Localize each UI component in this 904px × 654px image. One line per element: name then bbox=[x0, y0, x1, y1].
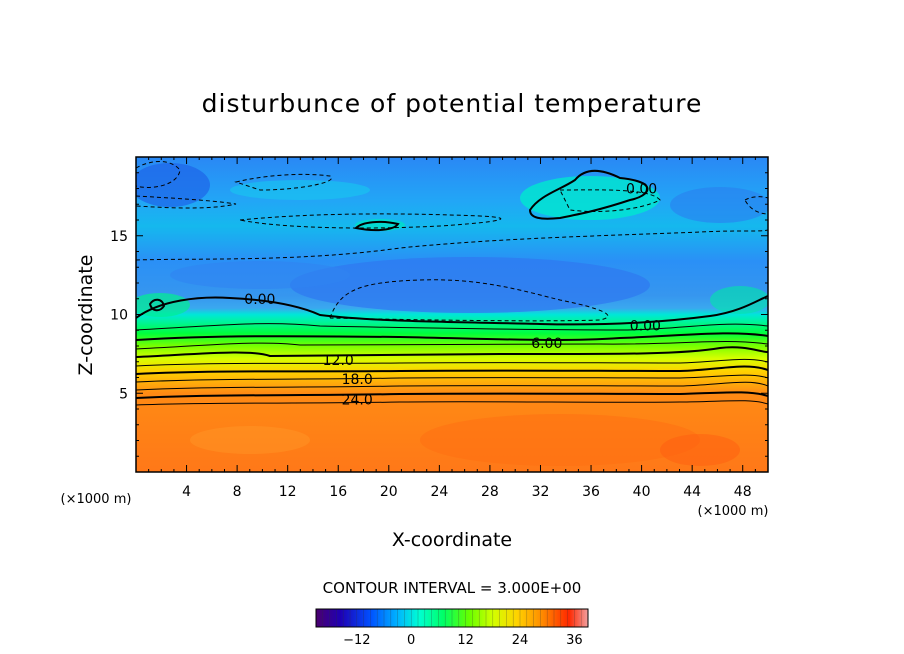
x-unit-left: (×1000 m) bbox=[61, 492, 132, 507]
x-axis-label: X-coordinate bbox=[392, 529, 512, 551]
x-tick-label: 4 bbox=[182, 484, 191, 500]
x-tick-label: 36 bbox=[582, 484, 600, 500]
colorbar-tick-label: 12 bbox=[457, 633, 474, 648]
chart-title: disturbunce of potential temperature bbox=[202, 89, 703, 118]
colorbar-divisions bbox=[322, 609, 582, 627]
colorbar-tick-label: 24 bbox=[512, 633, 529, 648]
contour-label: 0.00 bbox=[626, 182, 657, 198]
x-tick-label: 28 bbox=[481, 484, 499, 500]
colorbar-tick-label: 0 bbox=[407, 633, 415, 648]
x-tick-label: 8 bbox=[233, 484, 242, 500]
y-axis-label: Z-coordinate bbox=[75, 255, 97, 376]
contour-label: 0.00 bbox=[244, 292, 275, 308]
y-tick-label: 15 bbox=[110, 229, 128, 245]
x-tick-label: 20 bbox=[380, 484, 398, 500]
contour-label: 0.00 bbox=[630, 319, 661, 335]
colorbar-ticks: −12 0 12 24 36 bbox=[343, 633, 583, 648]
contour-label: 6.00 bbox=[531, 336, 562, 352]
x-tick-label: 44 bbox=[683, 484, 701, 500]
contour-label: 24.0 bbox=[342, 393, 373, 409]
heatmap-field bbox=[136, 157, 768, 472]
y-axis: 5 10 15 bbox=[110, 172, 768, 457]
x-tick-label: 16 bbox=[329, 484, 347, 500]
colorbar-tick-label: −12 bbox=[343, 633, 370, 648]
contour-interval-text: CONTOUR INTERVAL = 3.000E+00 bbox=[323, 579, 582, 597]
colorbar-frame bbox=[315, 608, 589, 628]
x-tick-label: 12 bbox=[279, 484, 297, 500]
x-axis: 4 8 12 16 20 24 28 32 36 40 44 48 bbox=[148, 157, 756, 500]
contour-labels: 0.00 0.00 0.00 6.00 12.0 18.0 24.0 bbox=[244, 182, 661, 409]
y-tick-label: 5 bbox=[119, 386, 128, 402]
y-tick-label: 10 bbox=[110, 308, 128, 324]
x-tick-label: 32 bbox=[532, 484, 550, 500]
contour-label: 12.0 bbox=[323, 353, 354, 369]
x-tick-label: 48 bbox=[734, 484, 752, 500]
colorbar-tick-label: 36 bbox=[566, 633, 583, 648]
x-tick-label: 24 bbox=[430, 484, 448, 500]
contour-label: 18.0 bbox=[342, 372, 373, 388]
x-unit-right: (×1000 m) bbox=[698, 504, 769, 519]
x-tick-label: 40 bbox=[633, 484, 651, 500]
